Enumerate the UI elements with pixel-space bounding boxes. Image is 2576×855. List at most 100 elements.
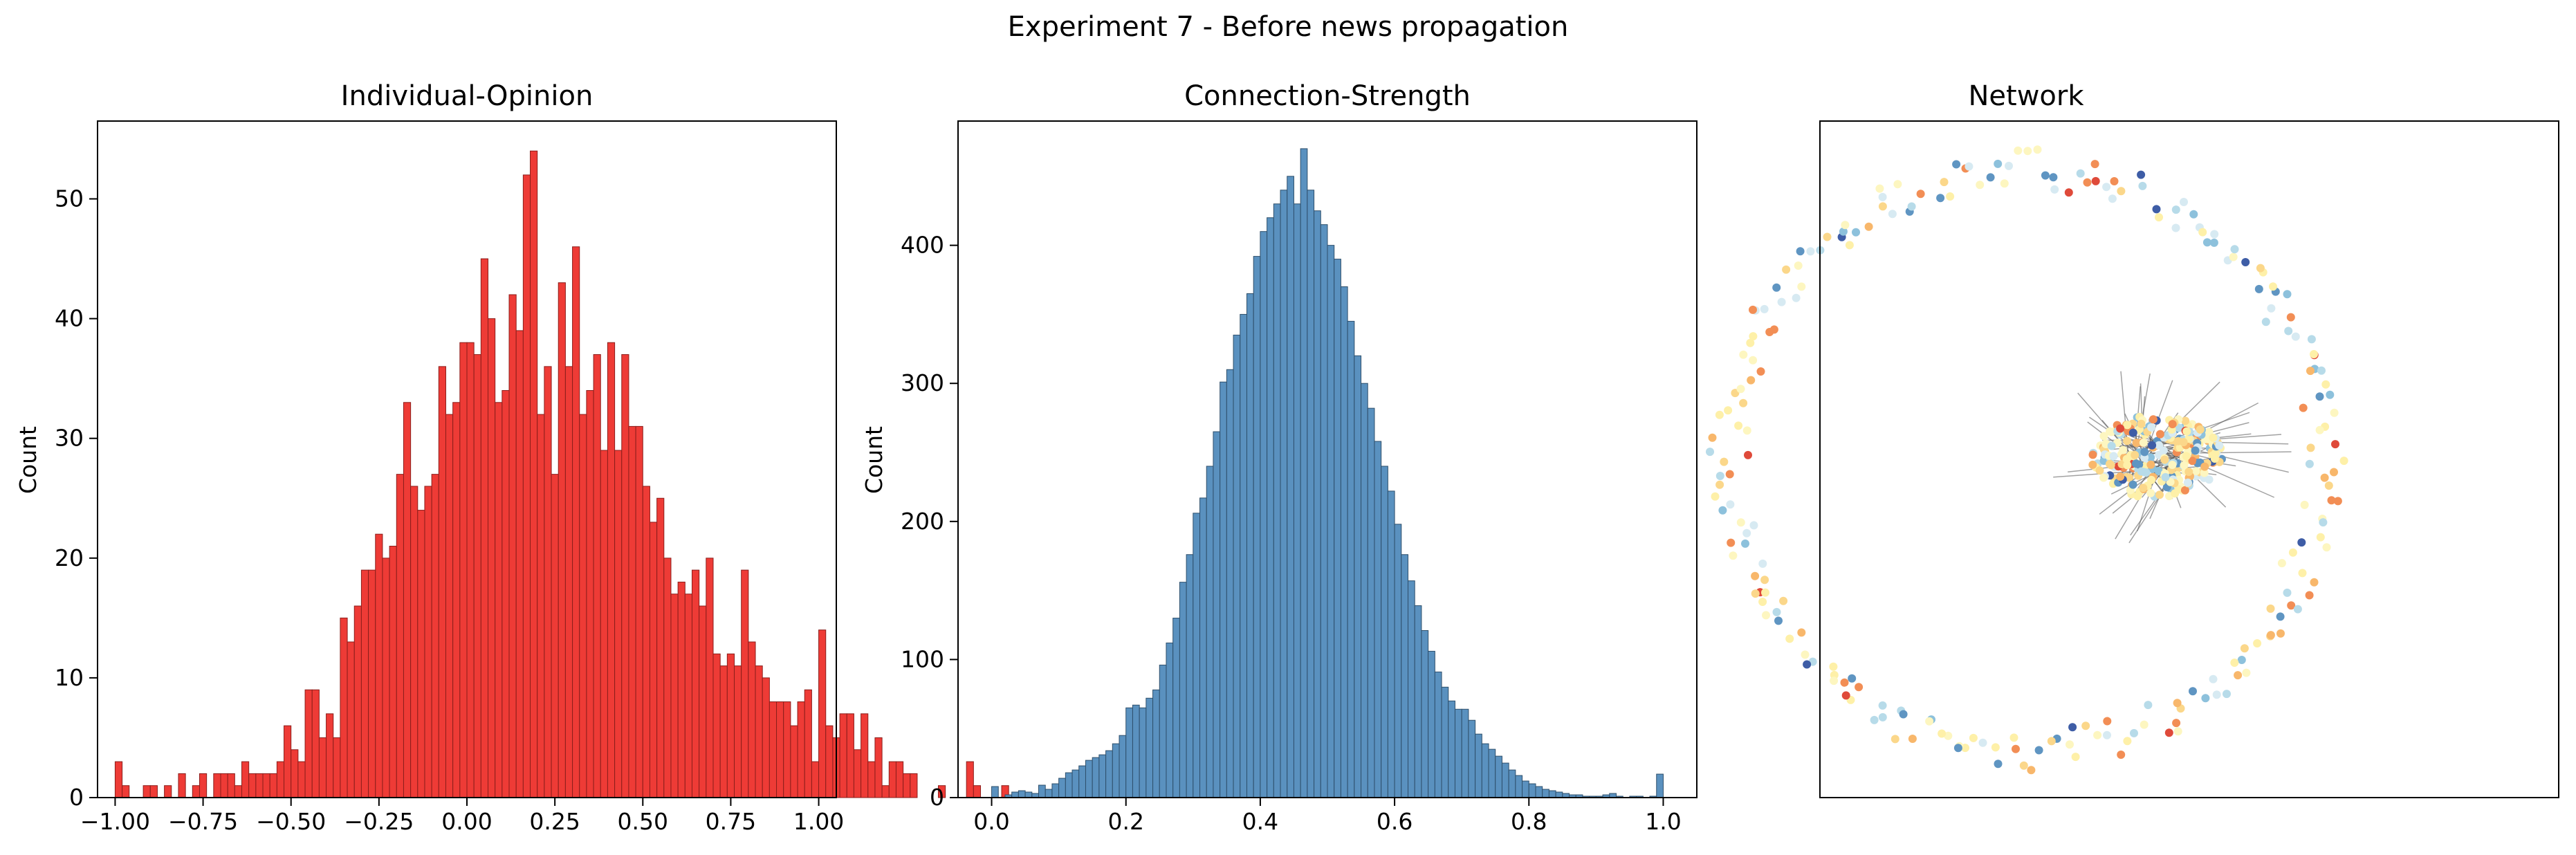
opinion-bar [353, 605, 362, 798]
network-node [2305, 591, 2314, 600]
network-node [2291, 332, 2300, 341]
network-node [2269, 282, 2277, 291]
opinion-bar [677, 581, 686, 798]
network-node [1711, 492, 1720, 501]
opinion-bar [488, 318, 496, 798]
opinion-title: Individual-Opinion [341, 80, 594, 112]
network-node [2050, 185, 2059, 194]
network-node [2300, 500, 2309, 509]
opinion-y-tick-label: 20 [55, 544, 84, 571]
opinion-bar [389, 546, 397, 798]
opinion-bar [466, 342, 475, 798]
network-node [1952, 160, 1961, 169]
opinion-bar [410, 486, 418, 798]
opinion-bar [895, 761, 904, 798]
network-node [2106, 427, 2114, 436]
opinion-x-tick-label: 0.50 [618, 808, 668, 835]
opinion-bar [867, 761, 876, 798]
network-node [2330, 408, 2339, 417]
network-node [1936, 194, 1945, 203]
network-node [2327, 496, 2336, 505]
strength-bar [1374, 441, 1382, 798]
opinion-bar [255, 773, 264, 798]
opinion-bar [269, 773, 277, 798]
network-node [2068, 723, 2077, 732]
opinion-bar [684, 594, 692, 798]
network-node [2171, 205, 2180, 214]
opinion-bar [452, 402, 461, 798]
strength-bar [1166, 642, 1174, 798]
network-node [1729, 551, 1738, 560]
network-node [2159, 446, 2168, 455]
network-node [2133, 492, 2142, 501]
network-node [1794, 261, 1803, 270]
network-node [2237, 656, 2246, 664]
strength-bar [1179, 582, 1187, 798]
network-node [2172, 719, 2181, 728]
network-node [1839, 227, 1848, 236]
network-node [2191, 467, 2200, 476]
strength-bar [1119, 735, 1127, 798]
strength-bar [1495, 755, 1502, 798]
opinion-bar [340, 617, 348, 798]
opinion-bar [670, 594, 679, 798]
network-node [1749, 332, 1758, 341]
opinion-bar [564, 366, 573, 798]
opinion-bar [783, 701, 791, 798]
network-node [2326, 390, 2335, 399]
strength-bar [1468, 719, 1476, 798]
network-node [2315, 392, 2324, 401]
opinion-bar [220, 773, 228, 798]
opinion-bar [748, 641, 756, 798]
network-node [1796, 247, 1805, 256]
network-node [1751, 589, 1760, 598]
network-node [2180, 198, 2188, 206]
opinion-bar [114, 761, 123, 798]
network-node [2210, 230, 2219, 239]
opinion-bar [375, 533, 383, 798]
strength-bar [1428, 650, 1435, 798]
network-node [2267, 304, 2276, 313]
strength-axes-frame [957, 120, 1698, 798]
opinion-bar [846, 713, 854, 798]
opinion-bar [192, 785, 200, 798]
network-node [1890, 735, 1899, 744]
network-node [2240, 644, 2249, 653]
network-node [1760, 576, 1769, 585]
opinion-bar [213, 773, 221, 798]
opinion-bar [424, 486, 432, 798]
network-node [1940, 178, 1949, 187]
strength-bar [991, 786, 999, 798]
strength-bar [1132, 704, 1140, 798]
network-node [2123, 461, 2132, 470]
network-node [1762, 611, 1770, 620]
strength-bar [1159, 664, 1167, 798]
network-node [1746, 338, 1755, 347]
strength-x-tick-label: 0.6 [1377, 808, 1413, 835]
opinion-bar [762, 677, 770, 798]
network-node [1830, 677, 1839, 686]
opinion-bar [199, 773, 208, 798]
strength-y-tick-label: 100 [901, 645, 944, 672]
network-node [2307, 335, 2316, 344]
network-node [2299, 403, 2308, 412]
strength-bar [1448, 700, 1455, 798]
network-node [2276, 612, 2285, 621]
network-node [1749, 356, 1758, 365]
network-node [2266, 631, 2275, 640]
opinion-bar [459, 342, 468, 798]
opinion-bar [537, 414, 545, 798]
opinion-bar [973, 785, 982, 798]
network-node [2140, 448, 2149, 457]
network-node [2200, 468, 2209, 477]
network-node [2099, 432, 2108, 441]
network-node [2321, 380, 2330, 389]
network-node [2144, 701, 2153, 710]
network-node [2171, 489, 2180, 498]
opinion-bar [874, 737, 883, 798]
network-node [2188, 457, 2197, 466]
network-node [1978, 738, 1987, 747]
strength-bar [1334, 259, 1341, 798]
network-node [2138, 181, 2147, 190]
network-node [2107, 441, 2116, 450]
